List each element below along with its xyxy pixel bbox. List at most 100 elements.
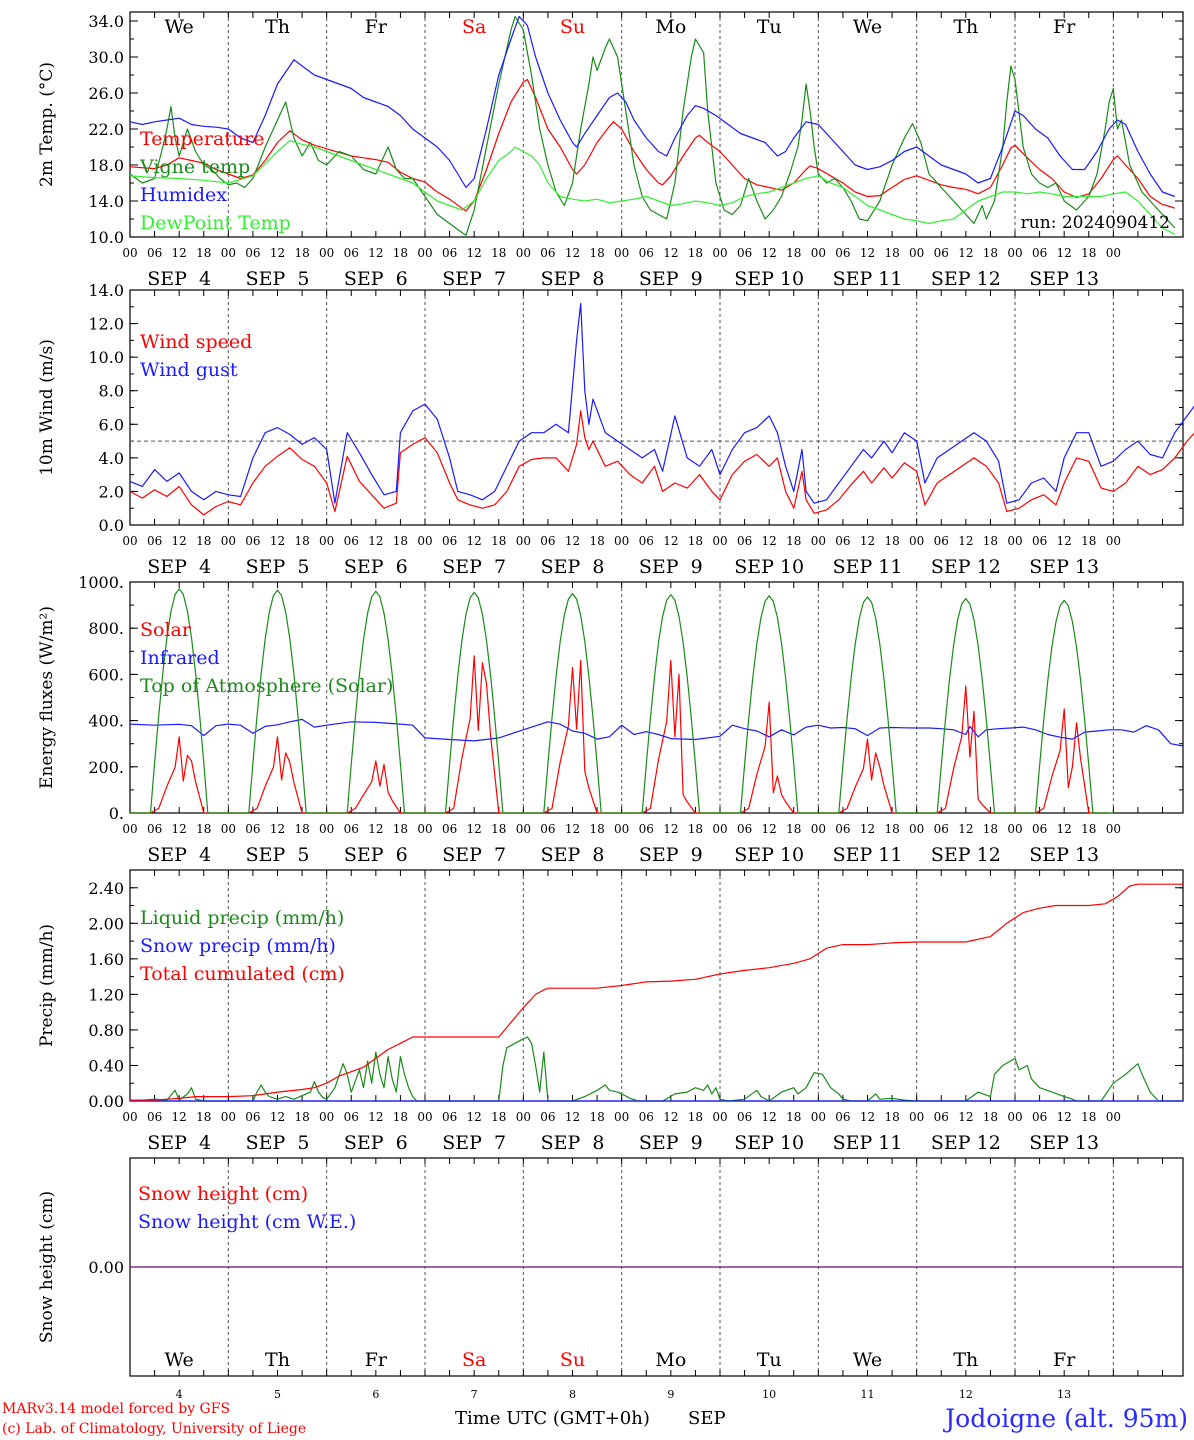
x-tick-label: 12 — [1057, 822, 1072, 836]
date-label: SEP 4 — [147, 556, 211, 578]
date-label: SEP 10 — [734, 1132, 804, 1154]
x-tick-label: 12 — [172, 246, 187, 260]
date-label: SEP 4 — [147, 844, 211, 866]
legend-entry: Humidex — [140, 184, 227, 206]
x-tick-label: 12 — [565, 534, 580, 548]
y-axis-label: Snow height (cm) — [37, 1191, 57, 1343]
x-tick-label: 12 — [762, 534, 777, 548]
x-tick-label: 18 — [196, 822, 211, 836]
x-tick-label: 18 — [1081, 822, 1096, 836]
weekday-label: Su — [560, 16, 585, 38]
x-tick-label: 12 — [467, 1110, 482, 1124]
x-tick-label: 12 — [1057, 534, 1072, 548]
x-tick-label: 12 — [172, 822, 187, 836]
x-tick-label: 00 — [221, 534, 236, 548]
x-tick-label: 06 — [442, 822, 457, 836]
x-tick-label: 06 — [540, 822, 555, 836]
x-tick-label: 00 — [1007, 246, 1022, 260]
x-tick-label: 12 — [467, 246, 482, 260]
credit-line-1: MARv3.14 model forced by GFS — [2, 1401, 230, 1417]
x-tick-label: 18 — [688, 1110, 703, 1124]
x-tick-label: 12 — [368, 1110, 383, 1124]
x-tick-label: 00 — [712, 822, 727, 836]
legend-entry: Snow height (cm) — [138, 1183, 308, 1205]
date-label: SEP 9 — [639, 268, 703, 290]
series-line-humidex — [129, 15, 1176, 198]
x-tick-label: 18 — [491, 534, 506, 548]
date-label: SEP 5 — [246, 844, 310, 866]
date-label: SEP 8 — [541, 556, 605, 578]
x-tick-label: 00 — [319, 1110, 334, 1124]
date-label: SEP 6 — [344, 268, 408, 290]
y-tick-label: 0.00 — [88, 1258, 124, 1277]
date-label: SEP 11 — [833, 268, 903, 290]
x-tick-label: 06 — [245, 1110, 260, 1124]
y-tick-label: 0.00 — [88, 1092, 124, 1111]
y-tick-label: 1.60 — [88, 950, 124, 969]
x-tick-label: 18 — [786, 246, 801, 260]
x-tick-label: 06 — [934, 822, 949, 836]
date-label: SEP 8 — [541, 844, 605, 866]
x-tick-label: 06 — [245, 534, 260, 548]
weekday-label: Fr — [1053, 16, 1076, 38]
x-tick-label: 12 — [663, 822, 678, 836]
y-axis-label: Precip (mm/h) — [37, 924, 57, 1047]
x-tick-label: 18 — [1081, 246, 1096, 260]
legend-entry: Infrared — [140, 647, 220, 669]
x-tick-label: 06 — [344, 534, 359, 548]
legend-entry: Solar — [140, 619, 192, 641]
weekday-label: Mo — [655, 1349, 686, 1371]
x-tick-label: 06 — [1032, 822, 1047, 836]
x-tick-label: 12 — [270, 246, 285, 260]
weekday-label: Su — [560, 1349, 585, 1371]
date-label: SEP 10 — [734, 844, 804, 866]
x-tick-label: 00 — [909, 534, 924, 548]
day-number: 6 — [372, 1388, 379, 1401]
day-number: 10 — [762, 1388, 776, 1401]
date-label: SEP 13 — [1029, 268, 1099, 290]
series-line-total-cumulated-cm- — [130, 883, 1183, 1101]
x-tick-label: 00 — [122, 534, 137, 548]
date-label: SEP 12 — [931, 556, 1001, 578]
x-tick-label: 18 — [589, 1110, 604, 1124]
x-tick-label: 00 — [319, 822, 334, 836]
y-tick-label: 10.0 — [88, 348, 124, 367]
y-axis-label: Energy fluxes (W/m²) — [37, 606, 57, 789]
weekday-label: Sa — [462, 16, 486, 38]
x-tick-label: 06 — [639, 822, 654, 836]
x-tick-label: 00 — [614, 822, 629, 836]
plot-frame — [129, 289, 1184, 526]
day-number: 8 — [569, 1388, 576, 1401]
day-number: 13 — [1057, 1388, 1071, 1401]
x-tick-label: 06 — [737, 1110, 752, 1124]
y-tick-label: 400. — [88, 712, 124, 731]
date-label: SEP 5 — [246, 268, 310, 290]
x-tick-label: 06 — [1032, 246, 1047, 260]
x-tick-label: 18 — [589, 246, 604, 260]
x-tick-label: 18 — [196, 246, 211, 260]
y-tick-label: 1000. — [78, 573, 124, 592]
month-label: SEP — [688, 1408, 726, 1429]
x-tick-label: 18 — [884, 246, 899, 260]
y-tick-label: 200. — [88, 758, 124, 777]
x-tick-label: 06 — [442, 246, 457, 260]
y-tick-label: 2.0 — [99, 482, 124, 501]
series-line-infrared — [129, 718, 1184, 747]
x-tick-label: 00 — [1106, 534, 1121, 548]
station-name: Jodoigne (alt. 95m) — [942, 1404, 1188, 1433]
x-tick-label: 18 — [1081, 1110, 1096, 1124]
date-label: SEP 9 — [639, 1132, 703, 1154]
weekday-label: Tu — [757, 16, 782, 38]
x-tick-label: 06 — [1032, 534, 1047, 548]
x-tick-label: 12 — [368, 534, 383, 548]
date-label: SEP 12 — [931, 1132, 1001, 1154]
x-tick-label: 12 — [958, 1110, 973, 1124]
series-line-temperature — [129, 78, 1175, 212]
x-tick-label: 12 — [958, 822, 973, 836]
series-line-liquid-precip-mm-h- — [129, 1036, 1183, 1102]
run-label: run: 2024090412 — [1021, 213, 1170, 233]
date-label: SEP 13 — [1029, 844, 1099, 866]
legend-entry: Total cumulated (cm) — [140, 963, 345, 985]
y-tick-label: 2.40 — [88, 879, 124, 898]
weekday-label: Mo — [655, 16, 686, 38]
